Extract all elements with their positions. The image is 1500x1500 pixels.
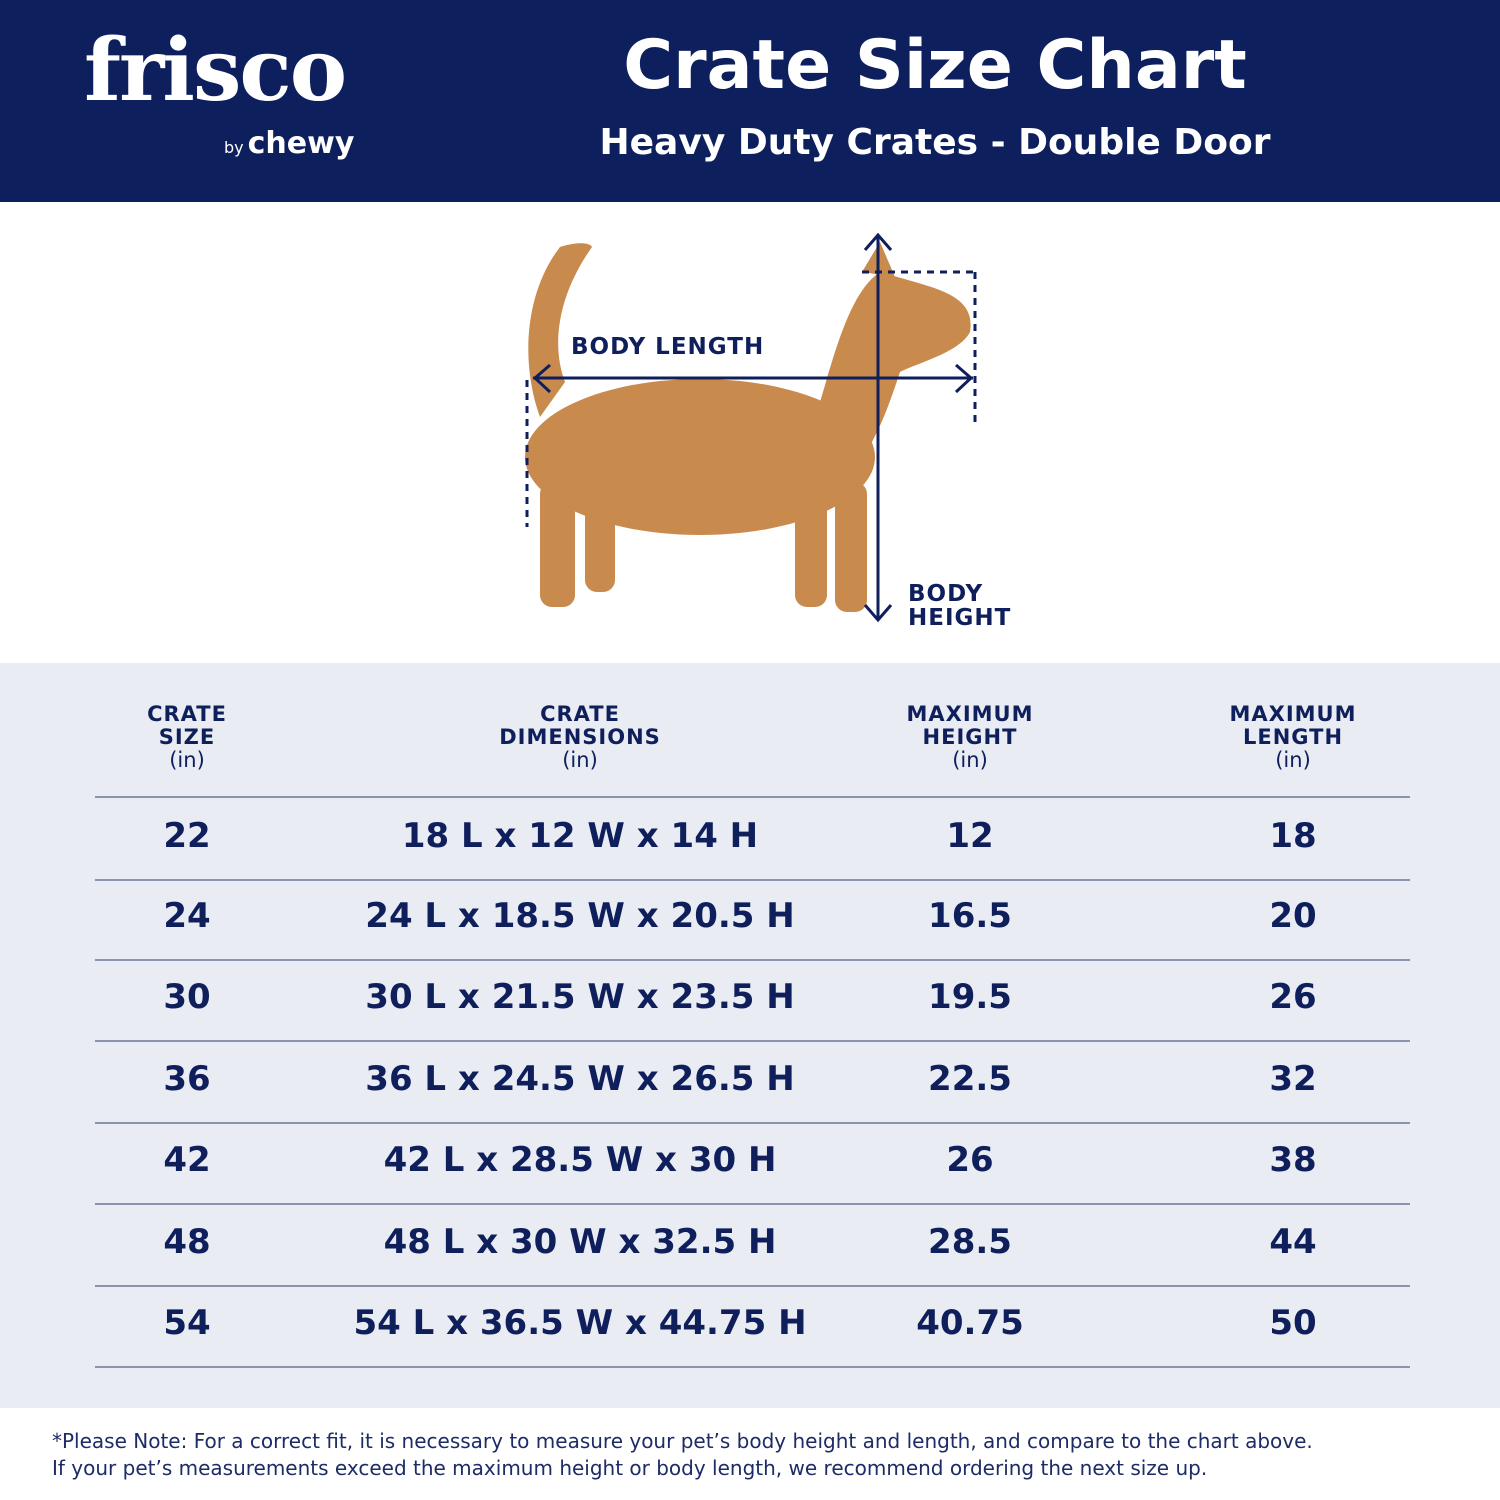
size-table: CRATE SIZE (in) CRATE DIMENSIONS (in) MAXIMUM H…: [0, 663, 1500, 1408]
column-header-maximum-length: MAXIMUM LENGTH (in): [1229, 702, 1357, 772]
body-height-label: BODY HEIGHT: [908, 581, 1012, 631]
cell-crate-dimensions: 48 L x 30 W x 32.5 H: [383, 1221, 777, 1262]
cell-maximum-length: 20: [1269, 895, 1317, 936]
table-row: 48 48 L x 30 W x 32.5 H 28.5 44: [95, 1204, 1410, 1287]
table-row: 54 54 L x 36.5 W x 44.75 H 40.75 50: [95, 1285, 1410, 1368]
page-subtitle: Heavy Duty Crates - Double Door: [599, 122, 1271, 163]
cell-maximum-length: 50: [1269, 1303, 1317, 1343]
cell-crate-dimensions: 42 L x 28.5 W x 30 H: [383, 1140, 777, 1180]
dashed-guides: [525, 270, 977, 527]
dog-illustration: [525, 232, 977, 623]
table-row: 36 36 L x 24.5 W x 26.5 H 22.5 32: [95, 1041, 1410, 1124]
cell-crate-dimensions: 18 L x 12 W x 14 H: [401, 816, 759, 856]
table-row: 42 42 L x 28.5 W x 30 H 26 38: [95, 1122, 1410, 1205]
cell-maximum-length: 32: [1269, 1058, 1317, 1099]
measurement-arrows: [525, 232, 977, 623]
cell-crate-size: 36: [163, 1058, 211, 1099]
cell-maximum-length: 38: [1269, 1140, 1317, 1180]
cell-maximum-length: 18: [1269, 816, 1317, 856]
page-title: Crate Size Chart: [623, 26, 1247, 105]
table-row: 22 18 L x 12 W x 14 H 12 18: [95, 796, 1410, 881]
column-header-crate-size: CRATE SIZE (in): [147, 702, 227, 772]
table-row: 30 30 L x 21.5 W x 23.5 H 19.5 26: [95, 959, 1410, 1042]
cell-maximum-height: 26: [946, 1140, 994, 1180]
cell-crate-size: 30: [163, 977, 211, 1017]
cell-maximum-height: 16.5: [928, 895, 1012, 936]
cell-crate-size: 42: [163, 1140, 211, 1180]
logo-text: frisco: [84, 20, 347, 121]
cell-crate-dimensions: 54 L x 36.5 W x 44.75 H: [353, 1303, 807, 1343]
cell-crate-size: 48: [163, 1221, 211, 1262]
cell-maximum-length: 26: [1269, 977, 1317, 1017]
frisco-logo: frisco by chewy: [84, 20, 354, 162]
footnote: *Please Note: For a correct fit, it is n…: [52, 1429, 1313, 1480]
cell-maximum-height: 12: [946, 816, 994, 856]
body-length-label: BODY LENGTH: [571, 334, 765, 360]
cell-crate-size: 54: [163, 1303, 211, 1343]
cell-maximum-height: 28.5: [928, 1221, 1012, 1262]
table-row: 24 24 L x 18.5 W x 20.5 H 16.5 20: [95, 878, 1410, 961]
dog-measurement-diagram: BODY LENGTH BODY HEIGHT: [0, 202, 1500, 663]
cell-crate-size: 24: [163, 895, 211, 936]
logo-by-chewy: by chewy: [224, 126, 355, 161]
dog-image: [525, 242, 971, 612]
header-banner: frisco by chewy Crate Size Chart Heavy Du…: [0, 0, 1500, 202]
cell-maximum-length: 44: [1269, 1221, 1317, 1262]
cell-crate-dimensions: 24 L x 18.5 W x 20.5 H: [365, 895, 795, 936]
column-header-maximum-height: MAXIMUM HEIGHT (in): [906, 702, 1034, 772]
cell-crate-dimensions: 30 L x 21.5 W x 23.5 H: [365, 977, 795, 1017]
column-header-crate-dimensions: CRATE DIMENSIONS (in): [499, 702, 661, 772]
cell-maximum-height: 40.75: [916, 1303, 1024, 1343]
cell-crate-dimensions: 36 L x 24.5 W x 26.5 H: [365, 1058, 795, 1099]
cell-crate-size: 22: [163, 816, 211, 856]
cell-maximum-height: 19.5: [928, 977, 1012, 1017]
cell-maximum-height: 22.5: [928, 1058, 1012, 1099]
